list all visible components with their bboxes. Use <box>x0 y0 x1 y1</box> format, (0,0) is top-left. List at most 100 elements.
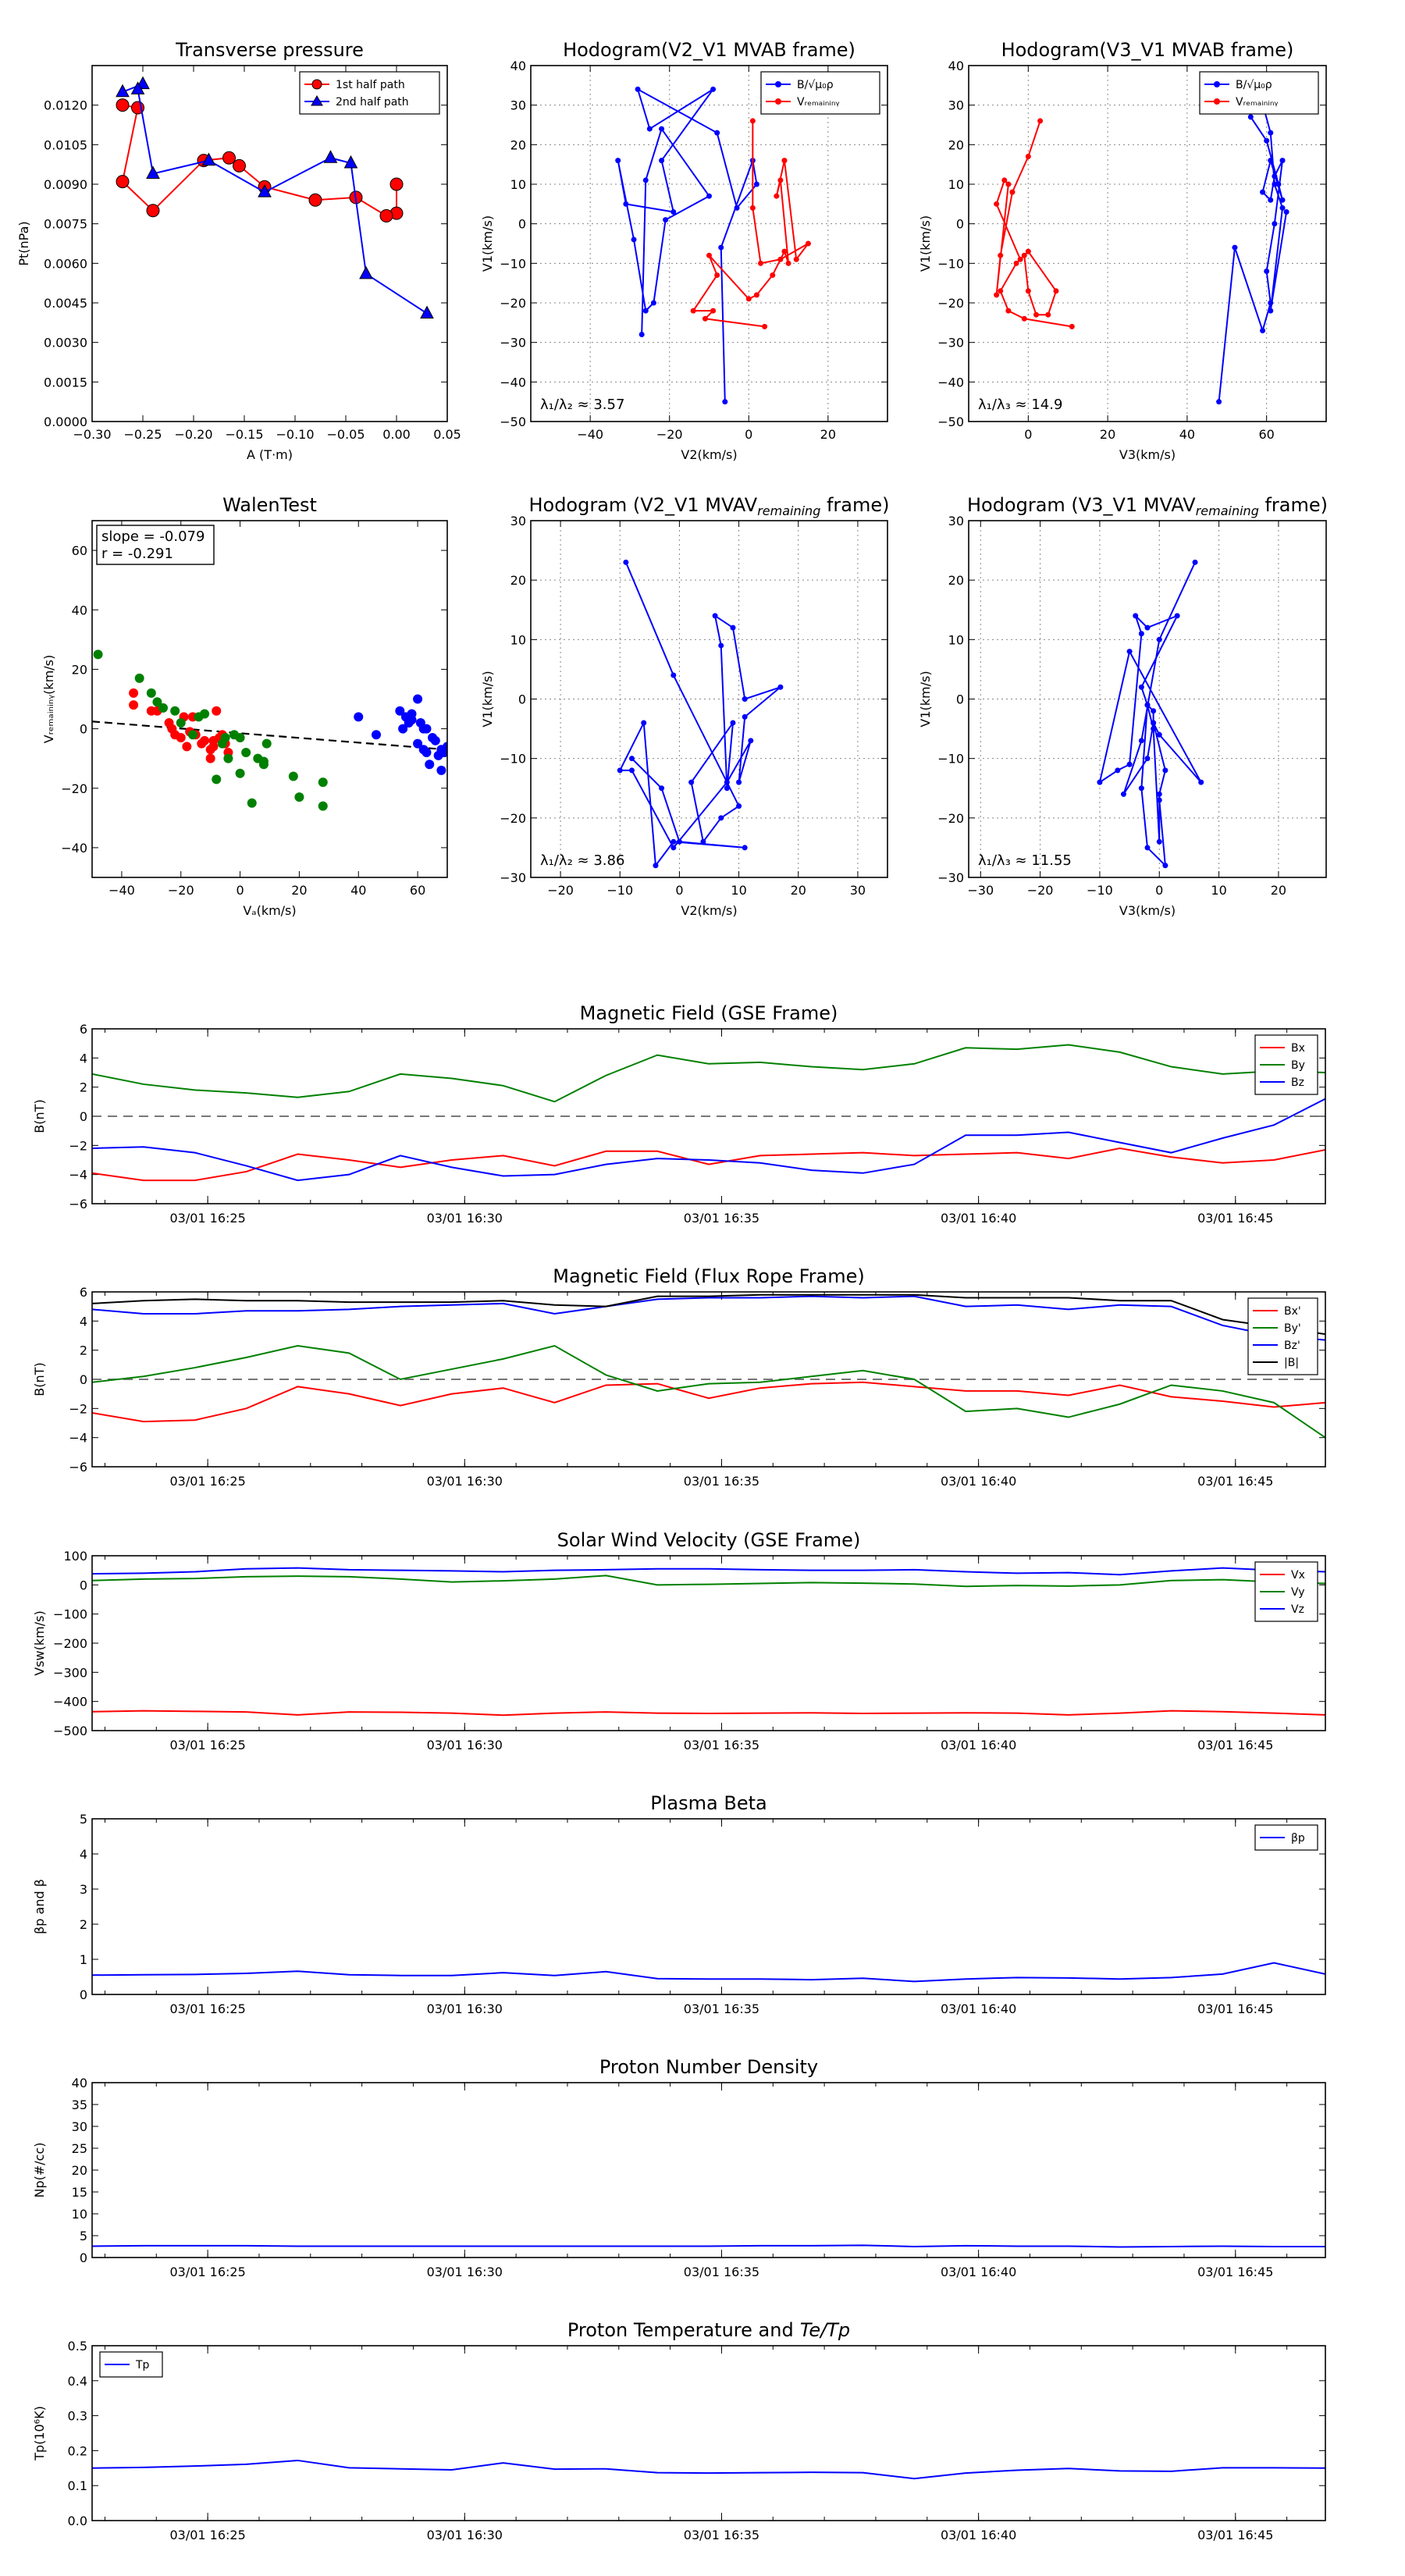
data-point <box>785 260 791 266</box>
y-tick-label: 0 <box>80 1109 87 1124</box>
x-tick-label: 03/01 16:30 <box>427 2528 503 2542</box>
x-tick-label: −30 <box>967 883 994 898</box>
x-tick-label: 03/01 16:25 <box>169 1738 245 1752</box>
data-point <box>1144 756 1151 762</box>
plot-frame <box>530 65 888 422</box>
chart-title: WalenTest <box>222 494 317 516</box>
x-tick-label: −10 <box>1087 883 1113 898</box>
data-point <box>1162 767 1168 774</box>
data-point <box>308 193 322 207</box>
y-tick-label: 25 <box>72 2141 87 2156</box>
y-tick-label: −300 <box>53 1665 87 1680</box>
y-tick-label: 0 <box>956 692 964 707</box>
y-axis-label: V1(km/s) <box>480 215 495 272</box>
y-axis-label: V1(km/s) <box>918 671 933 727</box>
y-axis-label: V1(km/s) <box>480 671 495 727</box>
data-point <box>758 260 764 266</box>
y-tick-label: 40 <box>510 59 526 73</box>
data-point <box>1005 181 1012 187</box>
x-tick-label: 03/01 16:30 <box>427 2001 503 2016</box>
data-point <box>635 86 641 92</box>
data-point <box>777 256 784 262</box>
y-tick-label: 6 <box>80 1022 87 1037</box>
x-tick-label: 03/01 16:35 <box>684 1211 759 1226</box>
series-line <box>1218 88 1288 402</box>
data-point <box>712 613 718 619</box>
y-axis-label: V1(km/s) <box>918 215 933 272</box>
data-point <box>93 649 103 660</box>
data-layer <box>116 76 434 319</box>
data-point <box>343 155 358 169</box>
legend-marker <box>311 95 323 106</box>
data-point <box>1053 288 1059 294</box>
y-tick-label: −4 <box>69 1431 87 1446</box>
data-point <box>130 81 145 94</box>
legend-label: Vy <box>1291 1586 1305 1599</box>
y-tick-label: 30 <box>948 98 964 113</box>
panel-magnetic-field-gse: −6 −4 −2 0 2 4 6 03/01 16:25 03/01 16:30 03/01 16… <box>32 1002 1326 1226</box>
x-tick-label: 03/01 16:40 <box>941 2265 1016 2279</box>
data-point <box>631 237 637 243</box>
y-tick-label: −500 <box>53 1724 87 1738</box>
panel-transverse-pressure: −0.30 −0.25 −0.20 −0.15 −0.10 −0.05 0.00 0.05 0.… <box>16 39 461 462</box>
data-point <box>730 720 736 726</box>
plot-frame <box>91 1555 1326 1731</box>
series-line <box>122 83 428 315</box>
data-point <box>235 768 245 778</box>
chart-title-end: frame) <box>820 494 889 516</box>
x-axis-label: V2(km/s) <box>681 447 737 462</box>
plot-frame <box>91 2082 1326 2258</box>
chart-title-text: Transverse pressure <box>175 39 364 61</box>
y-tick-label: −6 <box>69 1460 87 1475</box>
x-tick-label: 03/01 16:25 <box>169 1474 245 1489</box>
data-point <box>318 801 328 811</box>
x-tick-label: 03/01 16:40 <box>941 1211 1016 1226</box>
data-point <box>200 735 210 745</box>
y-tick-label: 0 <box>518 217 526 232</box>
data-point <box>1174 613 1180 619</box>
y-tick-label: −20 <box>500 296 526 311</box>
legend-box <box>299 71 440 115</box>
data-point <box>745 296 752 302</box>
data-point <box>1045 311 1051 318</box>
legend-marker <box>311 79 322 90</box>
series-line <box>92 1381 1325 1423</box>
legend: Bx' By' Bz' |B| <box>1247 1297 1318 1375</box>
data-layer <box>92 1567 1325 1717</box>
y-tick-label: 10 <box>72 2207 87 2222</box>
data-point <box>407 715 417 725</box>
data-point <box>1279 197 1286 203</box>
y-tick-label: 35 <box>72 2097 87 2112</box>
data-point <box>1275 181 1282 187</box>
data-point <box>676 838 682 845</box>
data-point <box>724 779 730 785</box>
data-point <box>176 733 186 743</box>
data-point <box>762 323 768 329</box>
y-tick-label: 0 <box>956 217 964 232</box>
data-point <box>1001 177 1008 183</box>
data-point <box>753 292 759 298</box>
data-point <box>176 717 186 728</box>
series-line <box>92 1567 1325 1576</box>
y-tick-label: 20 <box>948 573 964 588</box>
data-point <box>200 709 210 719</box>
data-point <box>212 706 222 716</box>
data-point <box>642 177 649 183</box>
y-axis-label: Vᵣₑₘₐᵢₙᵢₙᵧ(km/s) <box>41 655 56 743</box>
data-point <box>1021 252 1027 258</box>
panel-proton-number-density: 0 5 10 15 20 25 30 35 40 03/01 16:25 03/01 16:30 03… <box>32 2056 1326 2279</box>
x-tick-label: 0 <box>236 883 244 898</box>
x-tick-label: 03/01 16:40 <box>941 1738 1016 1752</box>
data-point <box>742 845 748 851</box>
legend-marker <box>1214 98 1220 105</box>
x-tick-label: 03/01 16:25 <box>169 2265 245 2279</box>
y-tick-label: −4 <box>69 1168 87 1183</box>
annotation: λ₁/λ₂ ≈ 3.57 <box>540 397 624 413</box>
data-point <box>146 204 160 218</box>
chart-title-text: Hodogram (V2_V1 MVAV <box>528 494 757 516</box>
legend: 1st half path 2nd half path <box>299 71 440 115</box>
data-point <box>777 177 784 183</box>
panel-walen-test: −40 −20 0 20 40 60 −40 −20 0 20 40 60 WalenTest Vₐ(km… <box>41 494 448 918</box>
chart-title-text: Magnetic Field (Flux Rope Frame) <box>553 1265 864 1287</box>
